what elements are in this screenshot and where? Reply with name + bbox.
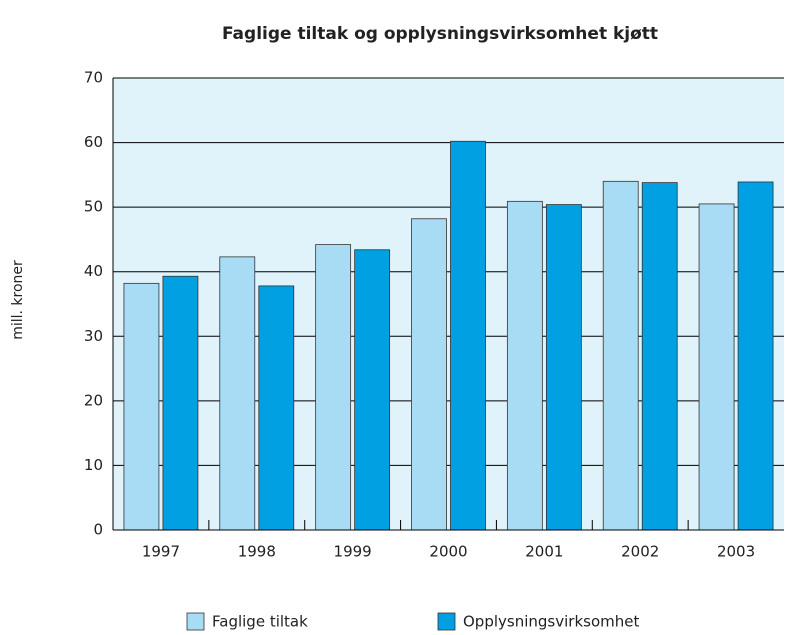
legend-label: Faglige tiltak xyxy=(212,613,308,631)
y-tick-label: 10 xyxy=(84,456,103,474)
y-tick-label: 50 xyxy=(84,198,103,216)
x-tick-label: 1999 xyxy=(334,543,372,561)
chart-title: Faglige tiltak og opplysningsvirksomhet … xyxy=(222,24,658,44)
x-tick-label: 1997 xyxy=(142,543,180,561)
bar xyxy=(698,203,735,531)
bar xyxy=(641,182,678,531)
x-tick-label: 2003 xyxy=(717,543,755,561)
bar xyxy=(258,285,295,531)
legend-swatch xyxy=(437,612,456,631)
y-tick-label: 70 xyxy=(84,69,103,87)
bar xyxy=(162,275,199,531)
legend-swatch xyxy=(186,612,205,631)
bar xyxy=(737,181,774,531)
bar xyxy=(602,180,639,531)
y-tick-label: 0 xyxy=(93,521,103,539)
legend-label: Opplysningsvirksomhet xyxy=(463,613,639,631)
y-tick-label: 20 xyxy=(84,391,103,409)
y-tick-label: 60 xyxy=(84,133,103,151)
y-tick-label: 30 xyxy=(84,327,103,345)
y-tick-label: 40 xyxy=(84,262,103,280)
bar xyxy=(411,218,447,531)
bar xyxy=(219,256,256,531)
x-tick-label: 2001 xyxy=(525,543,563,561)
bar xyxy=(450,140,486,531)
plot-area xyxy=(113,78,784,530)
bar xyxy=(506,200,543,531)
x-tick-label: 1998 xyxy=(238,543,276,561)
bar xyxy=(123,282,160,531)
y-axis-label: mill. kroner xyxy=(10,260,26,340)
x-tick-label: 2002 xyxy=(621,543,659,561)
bar xyxy=(545,204,582,531)
bar xyxy=(315,244,352,531)
bar xyxy=(354,249,391,531)
x-tick-label: 2000 xyxy=(429,543,467,561)
